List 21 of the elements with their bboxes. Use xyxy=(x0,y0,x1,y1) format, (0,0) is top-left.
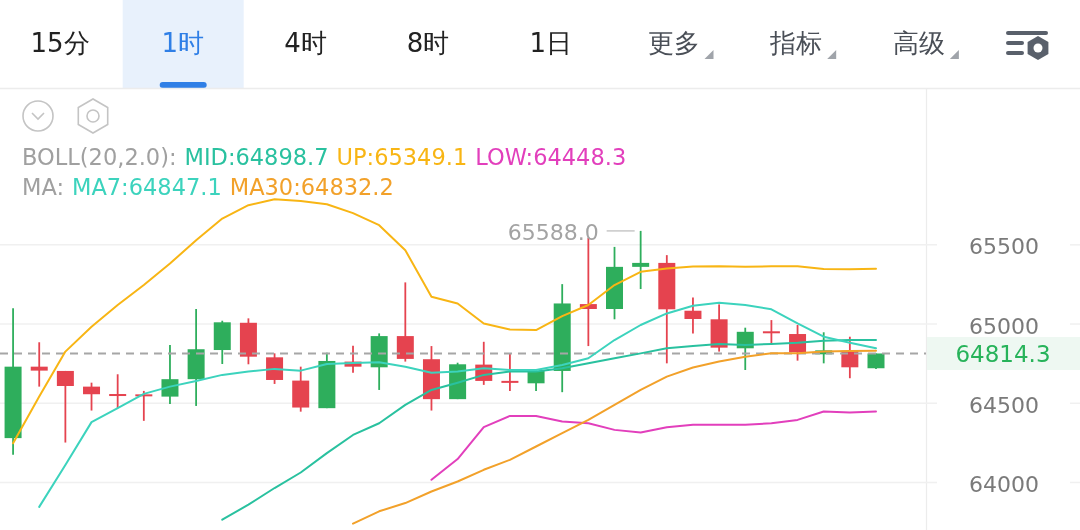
y-tick-label: 65000 xyxy=(969,313,1039,339)
tab-label: 15分 xyxy=(30,28,90,58)
tab-label: 8时 xyxy=(406,28,450,58)
legend-label: UP:65349.1 xyxy=(336,144,468,170)
tab-label: 1日 xyxy=(529,28,573,58)
tab-label: 更多 xyxy=(647,28,700,58)
tab-label: 指标 xyxy=(770,28,823,58)
legend-title: BOLL(20,2.0): xyxy=(22,144,177,170)
tab-label: 4时 xyxy=(284,28,327,58)
legend-label: MA30:64832.2 xyxy=(229,174,394,200)
tab-label: 高级 xyxy=(892,28,945,58)
high-label: 65588.0 xyxy=(507,220,599,246)
legend-label: MID:64898.7 xyxy=(184,144,329,170)
y-tick-label: 64000 xyxy=(969,471,1039,497)
legend-title: MA: xyxy=(22,174,64,200)
y-tick-label: 64500 xyxy=(969,392,1039,418)
legend-label: MA7:64847.1 xyxy=(72,174,222,200)
current-price-label: 64814.3 xyxy=(955,341,1051,368)
legend-label: LOW:64448.3 xyxy=(475,144,627,170)
y-tick-label: 65500 xyxy=(969,234,1039,260)
tab-label: 1时 xyxy=(161,28,204,58)
